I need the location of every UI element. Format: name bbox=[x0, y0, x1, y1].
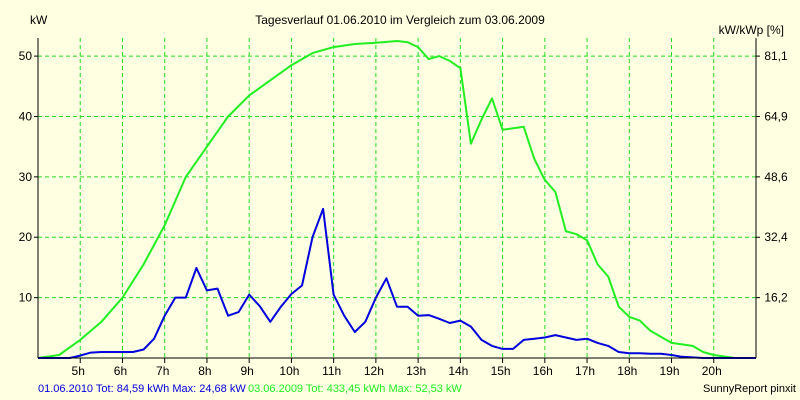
y-tick-label-left: 50 bbox=[19, 49, 33, 63]
x-tick-label: 14h bbox=[448, 364, 468, 378]
footer-series2-summary: 03.06.2009 Tot: 433,45 kWh Max: 52,53 kW bbox=[248, 383, 462, 395]
x-tick-label: 15h bbox=[491, 364, 511, 378]
plot-area bbox=[38, 38, 756, 358]
x-tick-label: 5h bbox=[72, 364, 85, 378]
x-tick-label: 13h bbox=[406, 364, 426, 378]
x-tick-label: 16h bbox=[533, 364, 553, 378]
chart-title: Tagesverlauf 01.06.2010 im Vergleich zum… bbox=[255, 13, 545, 27]
y-tick-label-right: 32,4 bbox=[764, 230, 788, 244]
y-tick-label-left: 30 bbox=[19, 170, 33, 184]
y-tick-label-right: 81,1 bbox=[764, 49, 788, 63]
y-axis-right-label: kW/kWp [%] bbox=[719, 23, 784, 37]
grid bbox=[38, 38, 756, 358]
y-tick-label-left: 40 bbox=[19, 109, 33, 123]
x-tick-label: 17h bbox=[575, 364, 595, 378]
y-tick-label-left: 20 bbox=[19, 230, 33, 244]
y-tick-label-left: 10 bbox=[19, 291, 33, 305]
x-tick-label: 6h bbox=[114, 364, 127, 378]
y-tick-label-right: 16,2 bbox=[764, 291, 788, 305]
x-tick-label: 8h bbox=[198, 364, 211, 378]
x-tick-label: 18h bbox=[617, 364, 637, 378]
series-line-03-06-2009 bbox=[37, 40, 756, 359]
series-layer bbox=[37, 40, 756, 359]
footer-series1-summary: 01.06.2010 Tot: 84,59 kWh Max: 24,68 kW bbox=[38, 383, 246, 395]
x-tick-label: 10h bbox=[279, 364, 299, 378]
x-tick-label: 7h bbox=[156, 364, 169, 378]
series-line-01-06-2010 bbox=[38, 207, 756, 359]
y-tick-label-right: 64,9 bbox=[764, 109, 788, 123]
y-tick-label-right: 48,6 bbox=[764, 170, 788, 184]
x-tick-label: 11h bbox=[322, 364, 341, 378]
x-tick-label: 9h bbox=[240, 364, 253, 378]
footer-credit: SunnyReport pinxit bbox=[703, 383, 796, 395]
x-tick-label: 19h bbox=[660, 364, 680, 378]
axes: 5h 6h 7h 8h 9h 10h 11h 12h 13h 14h 15h 16h 17h 18h 19h… bbox=[19, 38, 788, 378]
x-tick-label: 20h bbox=[702, 364, 722, 378]
x-tick-label: 12h bbox=[364, 364, 384, 378]
y-axis-left-label: kW bbox=[30, 13, 48, 27]
